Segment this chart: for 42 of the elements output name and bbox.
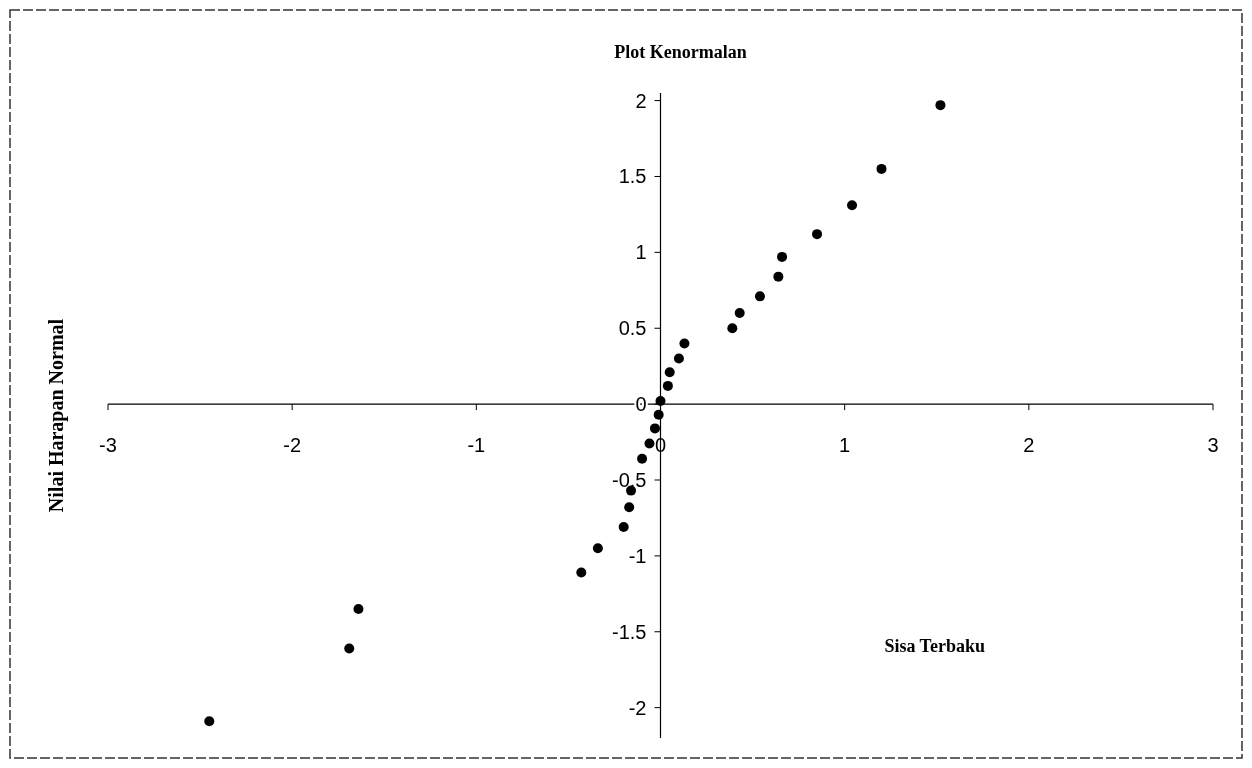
point — [662, 380, 673, 391]
x-tick-label: 3 — [1207, 434, 1219, 457]
point — [935, 100, 946, 111]
point — [679, 338, 690, 349]
point — [734, 308, 745, 319]
y-tick-label: 1 — [635, 241, 647, 264]
y-tick-label: -2 — [628, 696, 647, 719]
point — [637, 453, 648, 464]
y-tick-label: 0.5 — [618, 317, 647, 340]
point — [576, 567, 587, 578]
point — [727, 323, 738, 334]
x-axis-title: Sisa Terbaku — [884, 635, 985, 656]
y-tick-label: 2 — [635, 89, 647, 112]
point — [773, 271, 784, 282]
x-tick-label: -1 — [467, 434, 486, 457]
point — [644, 438, 655, 449]
point — [592, 543, 603, 554]
point — [353, 604, 364, 614]
point — [777, 251, 788, 262]
x-tick-label: -3 — [99, 434, 117, 457]
point — [754, 291, 765, 302]
point — [655, 396, 666, 407]
y-tick-label: -0.5 — [612, 469, 647, 491]
point — [624, 502, 635, 513]
x-tick-label: -2 — [283, 434, 302, 457]
point — [812, 229, 823, 240]
point — [653, 409, 664, 420]
point — [344, 643, 355, 654]
y-tick-label: 1.5 — [618, 165, 647, 188]
point — [618, 522, 629, 533]
x-tick-label: 2 — [1023, 434, 1035, 457]
point — [876, 163, 887, 174]
y-tick-label: -1.5 — [612, 620, 647, 643]
y-axis-title: Nilai Harapan Normal — [45, 318, 68, 513]
point — [649, 423, 660, 434]
point — [847, 200, 858, 211]
y-tick-label: -1 — [628, 544, 647, 567]
chart-title: Plot Kenormalan — [614, 42, 747, 62]
point — [204, 716, 215, 727]
x-tick-label: 1 — [839, 434, 851, 457]
point — [673, 353, 684, 364]
point — [664, 367, 675, 378]
